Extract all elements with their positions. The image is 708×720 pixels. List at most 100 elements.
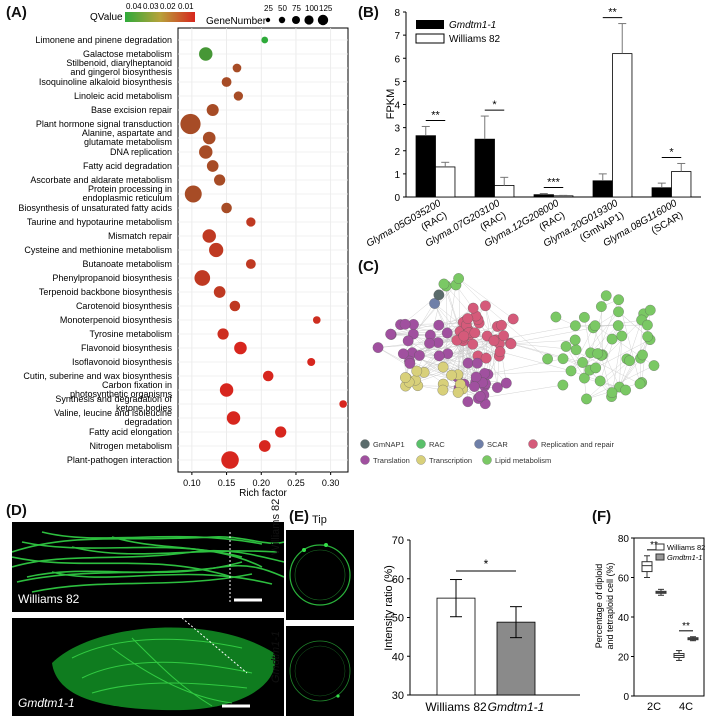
c-legend-label: Lipid metabolism (495, 456, 551, 465)
f-legend-gmdtm-label: Gmdtm1-1 (667, 553, 702, 562)
c-node (594, 375, 606, 387)
gene-size-75 (292, 16, 300, 24)
c-node (579, 372, 590, 384)
c-node (480, 300, 491, 312)
a-bubble (202, 229, 216, 243)
c-node (402, 335, 414, 347)
panel-a-xlabel: Rich factor (239, 488, 287, 499)
c-node (472, 357, 483, 369)
c-edge (378, 337, 463, 348)
gene-size-50 (278, 16, 286, 24)
c-node (589, 320, 601, 332)
c-node (437, 384, 449, 396)
b-sig-mark: * (669, 146, 674, 158)
c-node (560, 341, 572, 352)
e-xtick-label: Gmdtm1-1 (488, 700, 545, 714)
a-xtick-label: 0.25 (287, 478, 305, 488)
f-legend-gmdtm-swatch (655, 553, 665, 561)
qvalue-tick-1: 0.03 (143, 2, 159, 11)
b-bar (533, 194, 554, 198)
a-bubble (219, 383, 234, 397)
legend-b-gmdtm-swatch (416, 20, 444, 29)
c-legend-label: Replication and repair (541, 440, 614, 449)
c-edge (487, 370, 572, 375)
e-ytick-label: 50 (392, 613, 404, 625)
c-node (462, 313, 474, 324)
c-node (600, 290, 612, 302)
c-node (550, 311, 562, 323)
c-node (542, 353, 553, 365)
c-node (498, 330, 509, 342)
legend-b-williams-label: Williams 82 (449, 34, 501, 45)
b-ytick-label: 8 (394, 8, 400, 19)
c-edge (478, 384, 563, 399)
a-xtick-label: 0.30 (322, 478, 340, 488)
c-node (453, 273, 464, 284)
a-category-label: Cutin, suberine and wax biosynthesis (23, 371, 172, 381)
panel-label-d: (D) (6, 502, 27, 519)
c-node (606, 387, 618, 398)
a-bubble (199, 145, 213, 159)
c-node (581, 393, 592, 405)
f-box (641, 561, 653, 573)
a-bubble (206, 103, 219, 117)
a-category-label: Butanoate metabolism (82, 259, 172, 269)
c-edge (413, 284, 457, 335)
a-bubble (226, 411, 241, 425)
a-category-label-cont: and gingerol biosynthesis (70, 67, 172, 77)
f-xtick-label: 4C (679, 701, 693, 713)
b-sig-mark: ** (431, 109, 440, 121)
c-node (433, 289, 445, 301)
c-node (592, 348, 604, 359)
panel-e-chart: 30 40 50 60 70 Williams 82 Gmdtm1-1 * Intensity… (383, 535, 580, 714)
c-node (469, 327, 481, 339)
a-bubble (339, 400, 347, 408)
c-legend-label: RAC (429, 440, 445, 449)
panel-label-b: (B) (358, 4, 379, 21)
f-legend-williams-swatch (655, 543, 665, 551)
panel-e-row-label-0: Williams 82 (270, 498, 282, 555)
panel-label-c: (C) (358, 258, 379, 275)
f-ytick-label: 80 (618, 534, 630, 545)
c-edge (485, 305, 498, 388)
c-node (642, 319, 653, 331)
c-node (424, 337, 435, 349)
panel-label-e: (E) (289, 508, 309, 525)
c-node (400, 372, 411, 383)
e-ytick-label: 30 (392, 690, 404, 702)
c-node (637, 349, 648, 361)
c-node (624, 355, 635, 367)
b-bar (474, 138, 495, 198)
a-bubble (229, 300, 241, 312)
panel-label-f: (F) (592, 508, 612, 525)
gene-tick-3: 100 (305, 4, 319, 13)
c-node (620, 384, 631, 396)
a-category-label: Limonene and pinene degradation (35, 35, 172, 45)
a-bubble (221, 77, 232, 87)
micro-top-label: Williams 82 (18, 592, 80, 606)
panel-b-chart: 012345678**Glyma.05G035200(RAC)*Glyma.07… (365, 7, 701, 250)
a-category-label: Flavonoid biosynthesis (81, 343, 173, 353)
c-legend-label: Translation (373, 456, 410, 465)
c-edge (586, 360, 630, 400)
b-ytick-label: 7 (394, 31, 400, 42)
c-node (644, 304, 656, 316)
gene-tick-4: 125 (319, 4, 333, 13)
a-xtick-label: 0.15 (218, 478, 236, 488)
a-xtick-label: 0.10 (183, 478, 201, 488)
panel-e-row-label-1: Gmdtm1-1 (270, 631, 282, 683)
c-edge (485, 305, 548, 360)
c-edge (378, 340, 464, 348)
e-ytick-label: 60 (392, 574, 404, 586)
c-node (446, 369, 457, 381)
c-node (462, 396, 474, 408)
a-category-label: Valine, leucine and isoleucine (54, 408, 172, 418)
c-node (433, 319, 445, 331)
c-edge (417, 385, 481, 397)
c-node (612, 320, 624, 331)
c-node (634, 378, 646, 390)
a-bubble (234, 341, 247, 355)
gene-tick-2: 75 (292, 4, 301, 13)
a-category-label: Mismatch repair (108, 231, 172, 241)
e-ytick-label: 70 (392, 535, 404, 547)
